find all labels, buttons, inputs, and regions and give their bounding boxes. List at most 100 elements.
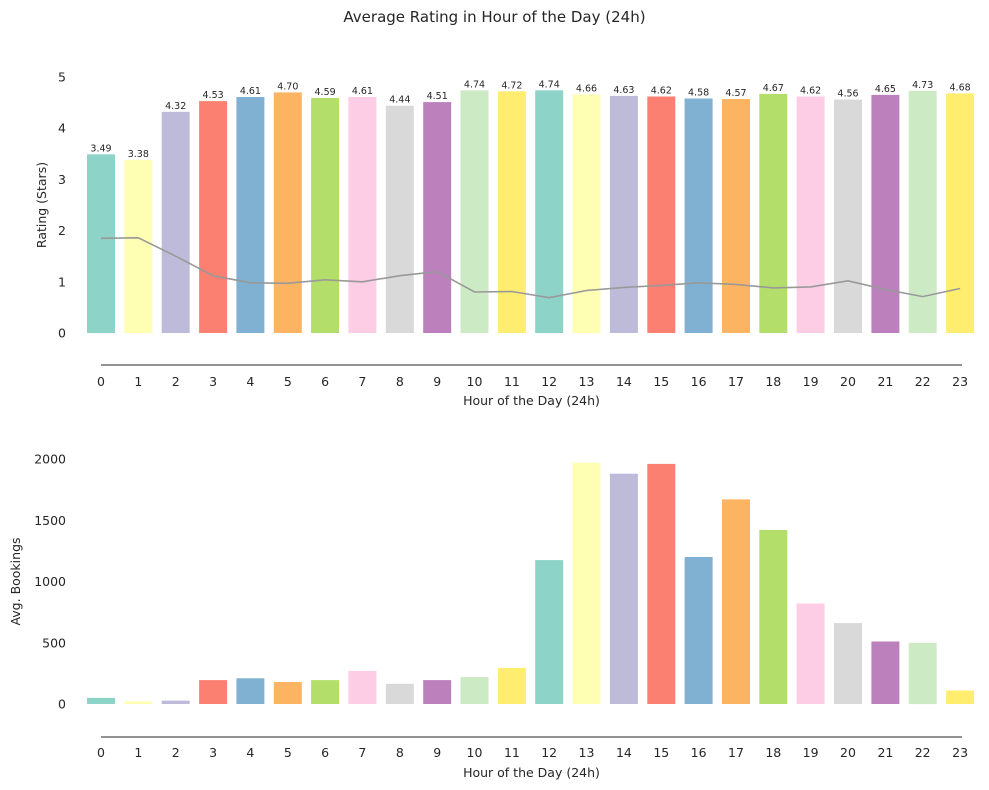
bar-hour-6 [311, 98, 340, 333]
x-tick-label-14: 14 [616, 745, 632, 760]
x-tick-label-13: 13 [579, 745, 595, 760]
bar-hour-20 [834, 99, 862, 333]
value-label-hour-20: 4.56 [837, 89, 858, 100]
x-tick-label-18: 18 [765, 374, 781, 389]
y-tick-label-500: 500 [42, 635, 66, 650]
bar-hour-2 [161, 111, 190, 333]
y-tick-label-0: 0 [58, 697, 66, 712]
bar-hour-12 [535, 560, 564, 704]
bar-hour-10 [460, 90, 489, 333]
value-label-hour-3: 4.53 [203, 90, 224, 101]
bar-hour-17 [722, 99, 750, 333]
value-label-hour-6: 4.59 [315, 87, 336, 98]
x-tick-label-1: 1 [134, 374, 142, 389]
bar-hour-23 [946, 690, 975, 704]
x-tick-label-12: 12 [541, 745, 557, 760]
x-tick-label-3: 3 [209, 745, 217, 760]
x-tick-label-11: 11 [504, 745, 520, 760]
bar-hour-14 [609, 95, 638, 334]
value-label-hour-9: 4.51 [427, 91, 448, 102]
bar-hour-19 [796, 96, 825, 333]
x-tick-label-21: 21 [877, 374, 893, 389]
bar-hour-18 [759, 530, 788, 704]
x-tick-label-16: 16 [691, 745, 707, 760]
value-label-hour-11: 4.72 [501, 80, 522, 91]
x-tick-label-22: 22 [915, 374, 931, 389]
bar-hour-1 [124, 159, 153, 333]
bar-hour-7 [348, 97, 377, 333]
bar-hour-13 [572, 462, 601, 704]
bar-hour-9 [423, 102, 452, 333]
y-tick-label-2: 2 [58, 223, 66, 238]
y-axis-label: Avg. Bookings [8, 537, 23, 625]
bar-hour-11 [497, 667, 526, 704]
y-tick-label-0: 0 [58, 326, 66, 341]
bar-hour-15 [647, 463, 676, 704]
value-label-hour-18: 4.67 [763, 83, 784, 94]
bar-hour-3 [199, 101, 228, 333]
bar-hour-0 [87, 154, 115, 333]
x-tick-label-15: 15 [653, 374, 669, 389]
value-label-hour-7: 4.61 [352, 86, 373, 97]
bar-hour-15 [647, 96, 676, 333]
x-tick-label-8: 8 [396, 745, 404, 760]
y-tick-label-1: 1 [58, 274, 66, 289]
x-tick-label-5: 5 [284, 374, 292, 389]
bar-hour-10 [460, 677, 489, 704]
bar-hour-8 [385, 105, 414, 333]
value-label-hour-1: 3.38 [128, 149, 149, 160]
x-tick-label-4: 4 [246, 745, 254, 760]
bar-hour-5 [273, 92, 302, 334]
x-tick-label-0: 0 [97, 745, 105, 760]
x-tick-label-0: 0 [97, 374, 105, 389]
bar-hour-13 [572, 94, 601, 334]
value-label-hour-16: 4.58 [688, 88, 709, 99]
value-label-hour-4: 4.61 [240, 86, 261, 97]
bar-hour-17 [722, 499, 750, 704]
rating-panel: 3.49 3.38 4.32 4.53 4.61 4.70 4.59 4.61 4.44 4.51… [34, 70, 975, 408]
y-tick-label-2000: 2000 [34, 452, 66, 467]
x-tick-label-3: 3 [209, 374, 217, 389]
bar-hour-0 [87, 697, 115, 704]
x-tick-label-23: 23 [952, 374, 968, 389]
value-label-hour-8: 4.44 [389, 95, 410, 106]
x-tick-label-2: 2 [172, 745, 180, 760]
x-tick-label-6: 6 [321, 374, 329, 389]
bar-hour-9 [423, 680, 452, 704]
y-tick-label-3: 3 [58, 172, 66, 187]
y-tick-label-4: 4 [58, 121, 66, 136]
x-tick-label-19: 19 [803, 745, 819, 760]
bar-hour-11 [497, 91, 526, 333]
x-tick-label-11: 11 [504, 374, 520, 389]
bar-hour-4 [236, 678, 265, 704]
bar-hour-6 [311, 680, 340, 704]
x-tick-label-22: 22 [915, 745, 931, 760]
value-label-hour-15: 4.62 [651, 86, 672, 97]
value-label-hour-0: 3.49 [90, 143, 111, 154]
x-tick-label-20: 20 [840, 745, 856, 760]
value-label-hour-22: 4.73 [912, 80, 933, 91]
y-axis-label: Rating (Stars) [34, 162, 49, 248]
x-tick-label-15: 15 [653, 745, 669, 760]
value-label-hour-10: 4.74 [464, 79, 485, 90]
value-label-hour-12: 4.74 [539, 79, 560, 90]
x-tick-label-2: 2 [172, 374, 180, 389]
x-tick-label-9: 9 [433, 374, 441, 389]
x-tick-label-7: 7 [358, 374, 366, 389]
x-tick-label-16: 16 [691, 374, 707, 389]
x-tick-label-1: 1 [134, 745, 142, 760]
value-label-hour-2: 4.32 [165, 101, 186, 112]
x-tick-label-4: 4 [246, 374, 254, 389]
bar-hour-22 [908, 642, 937, 705]
bar-hour-1 [124, 701, 153, 704]
x-tick-label-7: 7 [358, 745, 366, 760]
bar-hour-22 [908, 90, 937, 333]
y-tick-label-1500: 1500 [34, 513, 66, 528]
figure-title: Average Rating in Hour of the Day (24h) [343, 8, 646, 26]
bar-hour-21 [871, 641, 900, 704]
x-tick-label-17: 17 [728, 745, 744, 760]
x-tick-label-8: 8 [396, 374, 404, 389]
bar-hour-7 [348, 670, 377, 704]
x-tick-label-9: 9 [433, 745, 441, 760]
y-tick-label-1000: 1000 [34, 574, 66, 589]
